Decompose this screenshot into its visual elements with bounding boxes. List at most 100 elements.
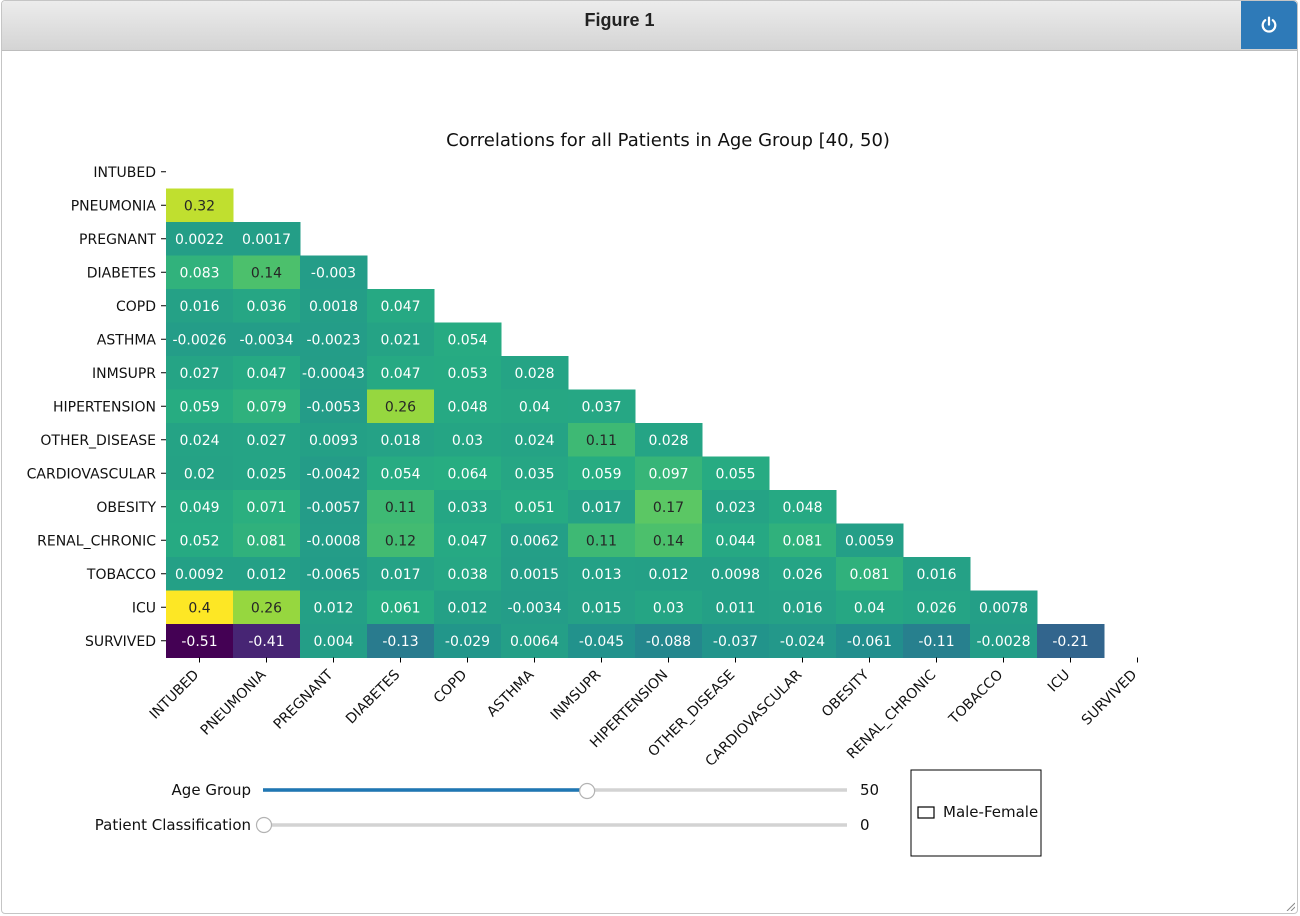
age-group-slider[interactable]: Age Group 50	[172, 781, 880, 800]
class-slider-handle[interactable]	[255, 816, 273, 834]
heatmap-cell	[836, 624, 904, 658]
male-female-checkbox-panel[interactable]: Male-Female	[910, 769, 1042, 857]
cell-value-label: 0.012	[313, 600, 353, 616]
heatmap-cell	[501, 624, 569, 658]
cell-value-label: 0.044	[715, 533, 755, 549]
heatmap-cell	[166, 255, 234, 290]
age-slider-handle[interactable]	[579, 782, 596, 800]
y-tick-label: PNEUMONIA	[71, 198, 157, 214]
heatmap-cell	[635, 423, 703, 457]
heatmap-cell	[233, 523, 301, 558]
cell-value-label: 0.081	[246, 533, 286, 549]
heatmap-cell	[903, 590, 971, 625]
power-icon	[1261, 16, 1277, 33]
male-female-checkbox[interactable]	[917, 806, 935, 819]
cell-value-label: 0.0093	[309, 433, 358, 449]
cell-value-label: 0.081	[782, 533, 822, 549]
cell-value-label: 0.12	[385, 533, 416, 549]
cell-value-label: 0.0018	[309, 299, 358, 315]
heatmap-cell	[836, 523, 904, 558]
x-tick-label: DIABETES	[343, 667, 403, 727]
x-tick-label: COPD	[431, 667, 471, 707]
heatmap-cell	[367, 289, 435, 323]
y-tick-label: RENAL_CHRONIC	[37, 533, 156, 549]
cell-value-label: 0.038	[447, 567, 487, 583]
x-tick-label: PREGNANT	[271, 667, 337, 733]
patient-classification-slider[interactable]: Patient Classification 0	[95, 816, 870, 834]
heatmap-cell	[434, 490, 502, 524]
cell-value-label: 0.071	[246, 500, 286, 516]
cell-value-label: -0.003	[311, 265, 356, 281]
cell-value-label: -0.0065	[306, 567, 360, 583]
heatmap-cell	[300, 389, 368, 424]
heatmap-cell	[300, 289, 368, 323]
heatmap-cell	[635, 456, 703, 491]
heatmap: 0.32 0.0022 0.0017 0.083 0.14 -0.003 0.016 0.03…	[166, 188, 1105, 658]
y-tick-label: TOBACCO	[86, 567, 156, 583]
heatmap-cell	[300, 624, 368, 658]
heatmap-cell	[367, 389, 435, 424]
cell-value-label: 0.012	[246, 567, 286, 583]
cell-value-label: -0.0028	[976, 634, 1030, 650]
close-button[interactable]	[1241, 1, 1297, 49]
y-tick-label: SURVIVED	[85, 634, 156, 650]
heatmap-cell	[903, 624, 971, 658]
heatmap-cell	[166, 624, 234, 658]
heatmap-cell	[367, 322, 435, 357]
cell-value-label: 0.024	[514, 433, 554, 449]
cell-value-label: 0.0064	[510, 634, 559, 650]
heatmap-cell	[166, 356, 234, 390]
cell-value-label: 0.027	[246, 433, 286, 449]
heatmap-cell	[702, 490, 770, 524]
heatmap-cell	[367, 356, 435, 390]
cell-value-label: 0.054	[447, 332, 487, 348]
heatmap-cell	[769, 490, 837, 524]
heatmap-cell	[434, 356, 502, 390]
heatmap-cell	[434, 389, 502, 424]
cell-value-label: 0.036	[246, 299, 286, 315]
y-tick-label: PREGNANT	[79, 232, 156, 248]
heatmap-cell	[434, 590, 502, 625]
cell-value-label: 0.047	[380, 366, 420, 382]
heatmap-cell	[836, 557, 904, 591]
heatmap-cell	[300, 557, 368, 591]
heatmap-cell	[702, 456, 770, 491]
resize-grip-icon[interactable]	[1285, 901, 1295, 911]
heatmap-cell	[166, 523, 234, 558]
heatmap-cell	[501, 490, 569, 524]
heatmap-cell	[434, 423, 502, 457]
heatmap-cell	[635, 590, 703, 625]
cell-value-label: 0.0062	[510, 533, 559, 549]
cell-value-label: 0.047	[246, 366, 286, 382]
cell-value-label: 0.061	[380, 600, 420, 616]
heatmap-cell	[367, 557, 435, 591]
cell-value-label: 0.059	[581, 466, 621, 482]
heatmap-cell	[367, 423, 435, 457]
cell-value-label: 0.012	[447, 600, 487, 616]
cell-value-label: 0.026	[916, 600, 956, 616]
heatmap-cell	[1037, 624, 1105, 658]
heatmap-cell	[367, 456, 435, 491]
heatmap-cell	[769, 523, 837, 558]
heatmap-cell	[970, 590, 1038, 625]
cell-value-label: 0.04	[854, 600, 885, 616]
heatmap-cell	[635, 624, 703, 658]
heatmap-cell	[501, 557, 569, 591]
cell-value-label: -0.029	[445, 634, 490, 650]
cell-value-label: -0.0023	[306, 332, 360, 348]
x-tick-label: SURVIVED	[1079, 667, 1141, 729]
cell-value-label: 0.055	[715, 466, 755, 482]
heatmap-cell	[300, 523, 368, 558]
heatmap-cell	[233, 322, 301, 357]
heatmap-cell	[635, 557, 703, 591]
cell-value-label: 0.021	[380, 332, 420, 348]
x-tick-label: INMSUPR	[548, 667, 605, 724]
cell-value-label: -0.088	[646, 634, 691, 650]
heatmap-cell	[434, 523, 502, 558]
heatmap-cell	[367, 624, 435, 658]
cell-value-label: 0.028	[648, 433, 688, 449]
cell-value-label: 0.013	[581, 567, 621, 583]
cell-value-label: 0.028	[514, 366, 554, 382]
heatmap-cell	[233, 557, 301, 591]
